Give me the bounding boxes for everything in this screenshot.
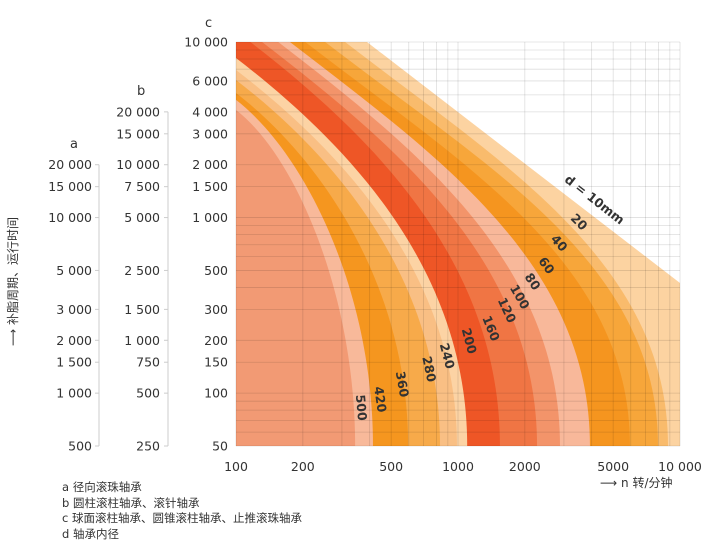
curve-label-d-200: 200 — [459, 326, 480, 355]
axis-c-tick-label: 100 — [204, 386, 228, 401]
axis-c-tick-label: 150 — [204, 355, 228, 370]
axis-c-header: c — [205, 16, 212, 31]
axis-c-tick-label: 1 000 — [192, 210, 228, 225]
x-tick-label: 2000 — [509, 459, 541, 474]
legend-item-b: b 圆柱滚柱轴承、滚针轴承 — [62, 495, 200, 510]
curve-label-d-240: 240 — [437, 341, 458, 370]
y-axis-title-text: 补脂周期、运行时间 — [6, 216, 20, 325]
axis-a-tick-label: 15 000 — [48, 179, 92, 194]
axis-b-tick-label: 500 — [136, 386, 160, 401]
x-tick-label: 5000 — [597, 459, 629, 474]
axis-b-tick-label: 750 — [136, 355, 160, 370]
band-d-500 — [236, 109, 356, 446]
axis-a-tick-label: 1 500 — [56, 355, 92, 370]
axis-c-tick-label: 3 000 — [192, 126, 228, 141]
axis-a-tick-label: 3 000 — [56, 302, 92, 317]
axis-c-tick-label: 300 — [204, 302, 228, 317]
x-tick-label: 10 000 — [658, 459, 702, 474]
axis-a-tick-label: 20 000 — [48, 157, 92, 172]
axis-b-tick-label: 1 000 — [124, 333, 160, 348]
axis-b-tick-label: 5 000 — [124, 210, 160, 225]
axis-b-tick-label: 7 500 — [124, 179, 160, 194]
axis-a-header: a — [70, 137, 78, 152]
legend: a 径向滚珠轴承 b 圆柱滚柱轴承、滚针轴承 c 球面滚柱轴承、圆锥滚柱轴承、止… — [62, 480, 302, 542]
legend-item-d: d 轴承内径 — [62, 526, 119, 541]
axis-b-header: b — [137, 84, 145, 99]
x-tick-label: 200 — [291, 459, 315, 474]
y-axes: c 10 000 6 000 4 000 3 000 2 000 1 500 1 000 500… — [48, 16, 228, 454]
axis-b-tick-label: 1 500 — [124, 302, 160, 317]
axis-b-tick-label: 2 500 — [124, 263, 160, 278]
curve-label-d-360: 360 — [393, 370, 412, 399]
x-axis-unit: ⟶ n 转/分钟 — [600, 476, 673, 490]
curve-label-d-420: 420 — [371, 385, 390, 413]
x-tick-label: 100 — [224, 459, 248, 474]
axis-c-tick-label: 200 — [204, 333, 228, 348]
x-axis-unit-text: n 转/分钟 — [621, 476, 673, 490]
axis-b-tick-label: 250 — [136, 439, 160, 454]
axis-c-tick-label: 50 — [212, 439, 228, 454]
y-axis-title: ⟶ 补脂周期、运行时间 — [6, 216, 20, 346]
curve-label-d-280: 280 — [419, 355, 439, 384]
axis-c-tick-label: 6 000 — [192, 73, 228, 88]
axis-a-tick-label: 2 000 — [56, 333, 92, 348]
axis-c-tick-label: 2 000 — [192, 157, 228, 172]
axis-c-tick-label: 10 000 — [184, 35, 228, 50]
curve-bands — [236, 42, 680, 446]
axis-b-tick-label: 20 000 — [116, 104, 160, 119]
axis-c-tick-label: 500 — [204, 263, 228, 278]
x-tick-label: 500 — [379, 459, 403, 474]
x-axis: 100 200 500 1000 2000 5000 10 000 — [224, 459, 702, 474]
grid — [235, 41, 681, 447]
axis-a-tick-label: 500 — [68, 439, 92, 454]
legend-item-a: a 径向滚珠轴承 — [62, 480, 142, 494]
x-tick-label: 1000 — [442, 459, 474, 474]
curve-label-d-500: 500 — [353, 394, 370, 422]
axis-a-tick-label: 1 000 — [56, 386, 92, 401]
axis-a-tick-label: 10 000 — [48, 210, 92, 225]
axis-a-tick-label: 5 000 — [56, 263, 92, 278]
axis-c-tick-label: 4 000 — [192, 104, 228, 119]
axis-b-tick-label: 10 000 — [116, 157, 160, 172]
axis-c-tick-label: 1 500 — [192, 179, 228, 194]
axis-b-tick-label: 15 000 — [116, 126, 160, 141]
legend-item-c: c 球面滚柱轴承、圆锥滚柱轴承、止推滚珠轴承 — [62, 511, 302, 525]
